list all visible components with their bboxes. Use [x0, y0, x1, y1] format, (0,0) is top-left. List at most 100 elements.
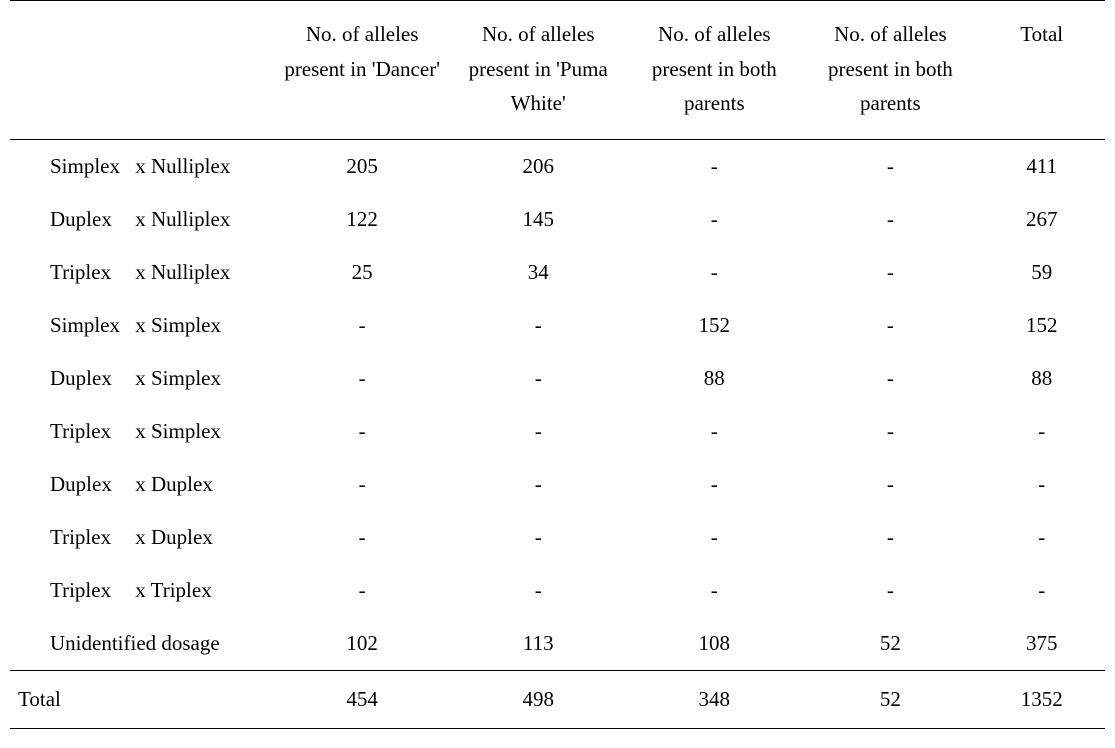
cell-both2: - — [802, 458, 978, 511]
row-label: Triplex x Duplex — [10, 511, 274, 564]
row-label-p2: x Nulliplex — [135, 260, 230, 284]
total-row-label: Total — [10, 670, 274, 728]
cell-both1: - — [626, 458, 802, 511]
allele-table: No. of alleles present in 'Dancer' No. o… — [10, 0, 1105, 729]
col-header-dancer: No. of alleles present in 'Dancer' — [274, 1, 450, 140]
table-row: Triplex x Simplex----- — [10, 405, 1105, 458]
allele-table-container: No. of alleles present in 'Dancer' No. o… — [0, 0, 1115, 729]
cell-total: 411 — [978, 139, 1105, 193]
cell-puma: - — [450, 299, 626, 352]
row-label-p2: x Nulliplex — [135, 207, 230, 231]
cell-both2: - — [802, 299, 978, 352]
cell-puma: - — [450, 458, 626, 511]
row-label: Triplex x Simplex — [10, 405, 274, 458]
cell-both1: 88 — [626, 352, 802, 405]
cell-both2: - — [802, 352, 978, 405]
cell-puma: - — [450, 405, 626, 458]
cell-dancer: - — [274, 564, 450, 617]
cell-both1: - — [626, 564, 802, 617]
table-row: Simplex x Nulliplex205206--411 — [10, 139, 1105, 193]
row-label-p2: x Duplex — [135, 525, 213, 549]
total-cell-puma: 498 — [450, 670, 626, 728]
cell-total: 88 — [978, 352, 1105, 405]
row-label-p1: Triplex — [50, 525, 130, 550]
cell-both1: 108 — [626, 617, 802, 671]
cell-both2: - — [802, 193, 978, 246]
cell-dancer: - — [274, 511, 450, 564]
cell-puma: 34 — [450, 246, 626, 299]
cell-puma: - — [450, 564, 626, 617]
row-label-text: Unidentified dosage — [50, 631, 220, 655]
row-label-p2: x Simplex — [135, 419, 221, 443]
col-header-total: Total — [978, 1, 1105, 140]
cell-total: - — [978, 511, 1105, 564]
total-cell-dancer: 454 — [274, 670, 450, 728]
cell-dancer: 205 — [274, 139, 450, 193]
cell-both2: - — [802, 564, 978, 617]
row-label: Unidentified dosage — [10, 617, 274, 671]
row-label: Simplex x Nulliplex — [10, 139, 274, 193]
col-header-puma: No. of alleles present in 'Puma White' — [450, 1, 626, 140]
row-label-p2: x Simplex — [135, 313, 221, 337]
cell-puma: - — [450, 511, 626, 564]
cell-dancer: - — [274, 458, 450, 511]
total-cell-both1: 348 — [626, 670, 802, 728]
total-cell-total: 1352 — [978, 670, 1105, 728]
row-label: Triplex x Nulliplex — [10, 246, 274, 299]
cell-both2: - — [802, 139, 978, 193]
col-header-empty — [10, 1, 274, 140]
table-row: Simplex x Simplex--152-152 — [10, 299, 1105, 352]
cell-total: - — [978, 564, 1105, 617]
cell-both2: - — [802, 405, 978, 458]
table-body: Simplex x Nulliplex205206--411Duplex x N… — [10, 139, 1105, 728]
row-label-p1: Simplex — [50, 313, 130, 338]
table-row: Unidentified dosage 10211310852375 — [10, 617, 1105, 671]
cell-dancer: 102 — [274, 617, 450, 671]
table-row: Duplex x Simplex--88-88 — [10, 352, 1105, 405]
cell-dancer: - — [274, 299, 450, 352]
col-header-both1: No. of alleles present in both parents — [626, 1, 802, 140]
row-label-p2: x Nulliplex — [135, 154, 230, 178]
row-label-p2: x Duplex — [135, 472, 213, 496]
cell-dancer: - — [274, 352, 450, 405]
row-label: Duplex x Nulliplex — [10, 193, 274, 246]
cell-both2: 52 — [802, 617, 978, 671]
row-label: Duplex x Duplex — [10, 458, 274, 511]
cell-total: 59 — [978, 246, 1105, 299]
cell-total: 267 — [978, 193, 1105, 246]
cell-dancer: 122 — [274, 193, 450, 246]
table-row: Triplex x Nulliplex2534--59 — [10, 246, 1105, 299]
cell-both1: - — [626, 246, 802, 299]
cell-total: - — [978, 458, 1105, 511]
table-total-row: Total454498348521352 — [10, 670, 1105, 728]
row-label: Duplex x Simplex — [10, 352, 274, 405]
cell-total: 375 — [978, 617, 1105, 671]
cell-dancer: 25 — [274, 246, 450, 299]
cell-total: 152 — [978, 299, 1105, 352]
cell-both1: - — [626, 405, 802, 458]
cell-puma: 145 — [450, 193, 626, 246]
row-label-p2: x Simplex — [135, 366, 221, 390]
row-label: Triplex x Triplex — [10, 564, 274, 617]
cell-both1: 152 — [626, 299, 802, 352]
cell-total: - — [978, 405, 1105, 458]
cell-both2: - — [802, 246, 978, 299]
cell-both2: - — [802, 511, 978, 564]
col-header-both2: No. of alleles present in both parents — [802, 1, 978, 140]
table-row: Duplex x Nulliplex122145--267 — [10, 193, 1105, 246]
row-label-p1: Duplex — [50, 366, 130, 391]
row-label-p1: Duplex — [50, 472, 130, 497]
cell-puma: 113 — [450, 617, 626, 671]
total-cell-both2: 52 — [802, 670, 978, 728]
table-header-row: No. of alleles present in 'Dancer' No. o… — [10, 1, 1105, 140]
row-label-p1: Triplex — [50, 419, 130, 444]
row-label-p1: Triplex — [50, 578, 130, 603]
table-row: Duplex x Duplex----- — [10, 458, 1105, 511]
cell-both1: - — [626, 139, 802, 193]
row-label-p1: Triplex — [50, 260, 130, 285]
cell-both1: - — [626, 511, 802, 564]
cell-puma: - — [450, 352, 626, 405]
cell-dancer: - — [274, 405, 450, 458]
row-label-p2: x Triplex — [135, 578, 211, 602]
table-row: Triplex x Triplex----- — [10, 564, 1105, 617]
